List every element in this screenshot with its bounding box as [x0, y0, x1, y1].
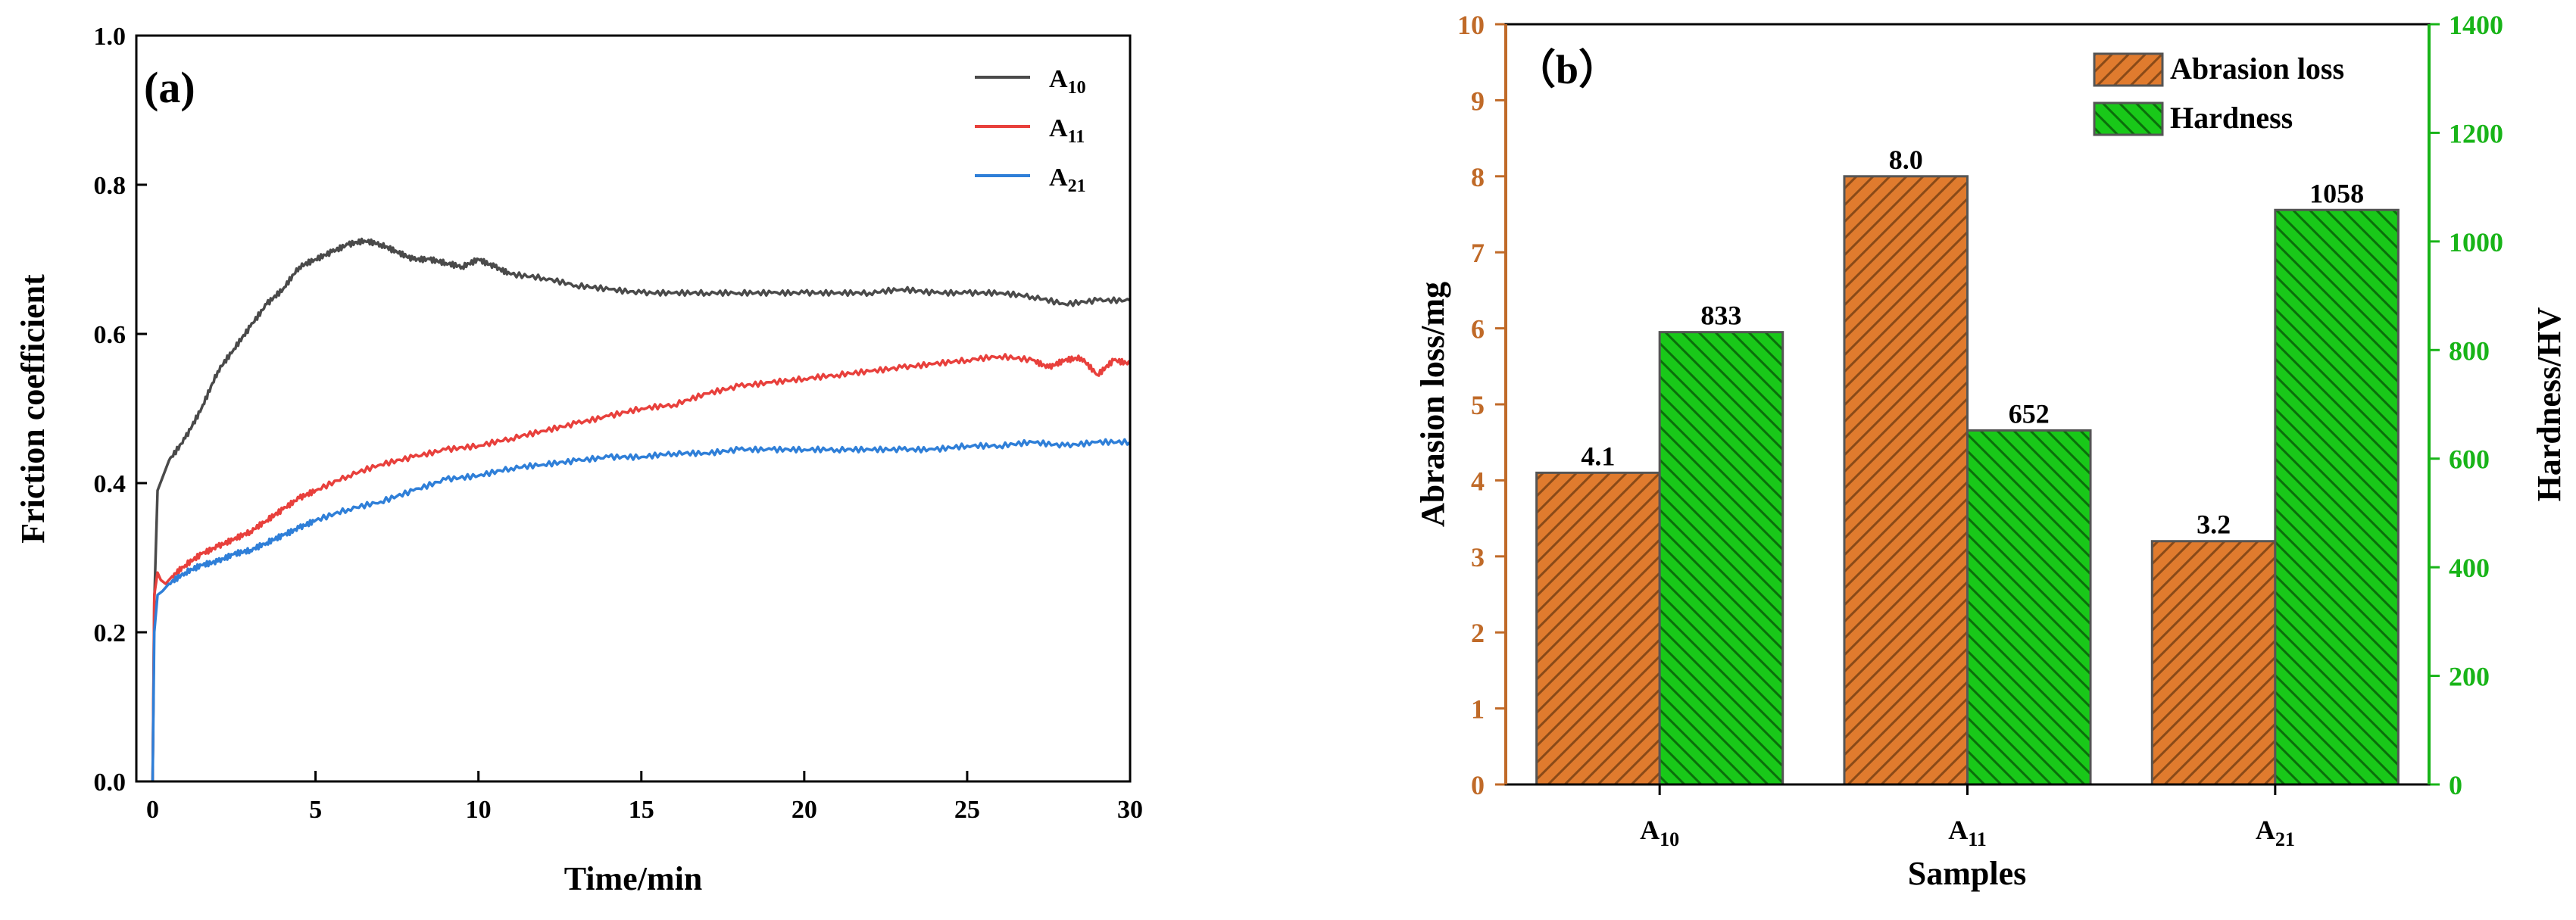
bar-hardness [2274, 208, 2400, 786]
panel-a-ytick-label: 0.8 [94, 172, 126, 200]
bar-abrasion-loss [1843, 175, 1969, 786]
panel-b-ytick-left-label: 0 [1471, 770, 1485, 800]
legend-label-a10: A10 [1049, 65, 1086, 98]
panel-a-ytick-label: 0.6 [94, 321, 126, 349]
panel-b-bars: 4.1 833 8.0 652 3.2 1058 [1535, 145, 2400, 786]
panel-a-label: (a) [144, 63, 195, 112]
legend-label-abrasion: Abrasion loss [2170, 51, 2344, 86]
panel-b-ytick-left-label: 4 [1471, 466, 1485, 496]
panel-b-xlabel: Samples [1908, 855, 2026, 892]
panel-b-category-label: A10 [1640, 815, 1679, 850]
panel-a-ytick-label: 0.4 [94, 470, 126, 498]
bar-value-label: 3.2 [2197, 510, 2231, 540]
panel-a-ytick-label: 0.0 [94, 769, 126, 797]
legend-swatch-abrasion [2093, 52, 2164, 87]
legend-label-a11: A11 [1049, 114, 1085, 147]
bar-value-label: 652 [2009, 398, 2050, 429]
panel-b-ytick-left-label: 8 [1471, 162, 1485, 192]
panel-a-ylabel: Friction coefficient [14, 274, 52, 544]
panel-b: 4.1 833 8.0 652 3.2 1058 A10 A11 A21 0 1 2 3 4 5 6 7 8 9 1… [1414, 10, 2568, 892]
panel-a-ticks: 0 5 10 15 20 25 30 0.0 0.2 0.4 0.6 0.8 1.0 [94, 23, 1144, 824]
panel-a-xtick-label: 5 [309, 796, 322, 824]
panel-b-ytick-left-label: 10 [1457, 10, 1485, 40]
line-series-a10 [151, 237, 1131, 782]
bar-value-label: 833 [1700, 301, 1741, 331]
panel-b-ytick-right-label: 400 [2449, 553, 2490, 583]
panel-b-category-label: A11 [1948, 815, 1987, 850]
panel-b-ytick-right-label: 0 [2449, 770, 2462, 800]
panel-b-ytick-right-label: 1000 [2449, 227, 2503, 257]
panel-b-ytick-right-label: 800 [2449, 335, 2490, 366]
panel-b-ytick-right-label: 600 [2449, 444, 2490, 475]
panel-a-xtick-label: 25 [954, 796, 980, 824]
panel-a-frame [135, 34, 1132, 783]
bar-hardness [1658, 331, 1784, 786]
panel-b-ytick-right-label: 1200 [2449, 118, 2503, 148]
panel-b-ticks: A10 A11 A21 0 1 2 3 4 5 6 7 8 9 10 0 200 400 600 800 1000 12… [1457, 10, 2503, 850]
bar-hardness [1966, 429, 2092, 786]
bar-value-label: 8.0 [1889, 145, 1923, 175]
panel-b-ytick-left-label: 5 [1471, 390, 1485, 420]
legend-label-a21: A21 [1049, 164, 1086, 196]
panel-b-label: （b） [1515, 47, 1619, 92]
panel-a: 0 5 10 15 20 25 30 0.0 0.2 0.4 0.6 0.8 1.0 (a) A10 A… [14, 23, 1143, 897]
panel-a-xtick-label: 10 [466, 796, 492, 824]
panel-b-ytick-left-label: 6 [1471, 314, 1485, 345]
panel-b-ytick-left-label: 1 [1471, 694, 1485, 725]
bar-abrasion-loss [1535, 471, 1661, 786]
panel-b-ytick-left-label: 3 [1471, 542, 1485, 572]
bar-value-label: 1058 [2309, 178, 2364, 208]
panel-a-ytick-label: 0.2 [94, 619, 126, 647]
legend-swatch-hardness [2093, 101, 2164, 136]
panel-b-ytick-left-label: 2 [1471, 618, 1485, 648]
panel-a-legend: A10 A11 A21 [975, 65, 1086, 196]
panel-a-xtick-label: 15 [629, 796, 654, 824]
panel-b-ytick-right-label: 200 [2449, 662, 2490, 692]
line-series-a11 [151, 353, 1132, 782]
panel-a-xlabel: Time/min [564, 860, 703, 897]
panel-b-category-label: A21 [2256, 815, 2295, 850]
panel-a-ytick-label: 1.0 [94, 23, 126, 51]
panel-b-ytick-left-label: 7 [1471, 238, 1485, 268]
panel-a-xtick-label: 20 [792, 796, 817, 824]
legend-label-hardness: Hardness [2170, 101, 2293, 135]
panel-a-xtick-label: 30 [1117, 796, 1143, 824]
panel-a-lines [151, 237, 1132, 782]
panel-b-legend: Abrasion loss Hardness [2093, 51, 2344, 136]
bar-value-label: 4.1 [1581, 441, 1615, 471]
line-series-a21 [151, 438, 1132, 782]
panel-b-ylabel-right: Hardness/HV [2531, 307, 2568, 501]
bar-abrasion-loss [2150, 540, 2277, 786]
panel-b-ytick-right-label: 1400 [2449, 10, 2503, 40]
panel-a-xtick-label: 0 [146, 796, 159, 824]
panel-b-ytick-left-label: 9 [1471, 86, 1485, 116]
panel-b-ylabel-left: Abrasion loss/mg [1414, 282, 1451, 527]
